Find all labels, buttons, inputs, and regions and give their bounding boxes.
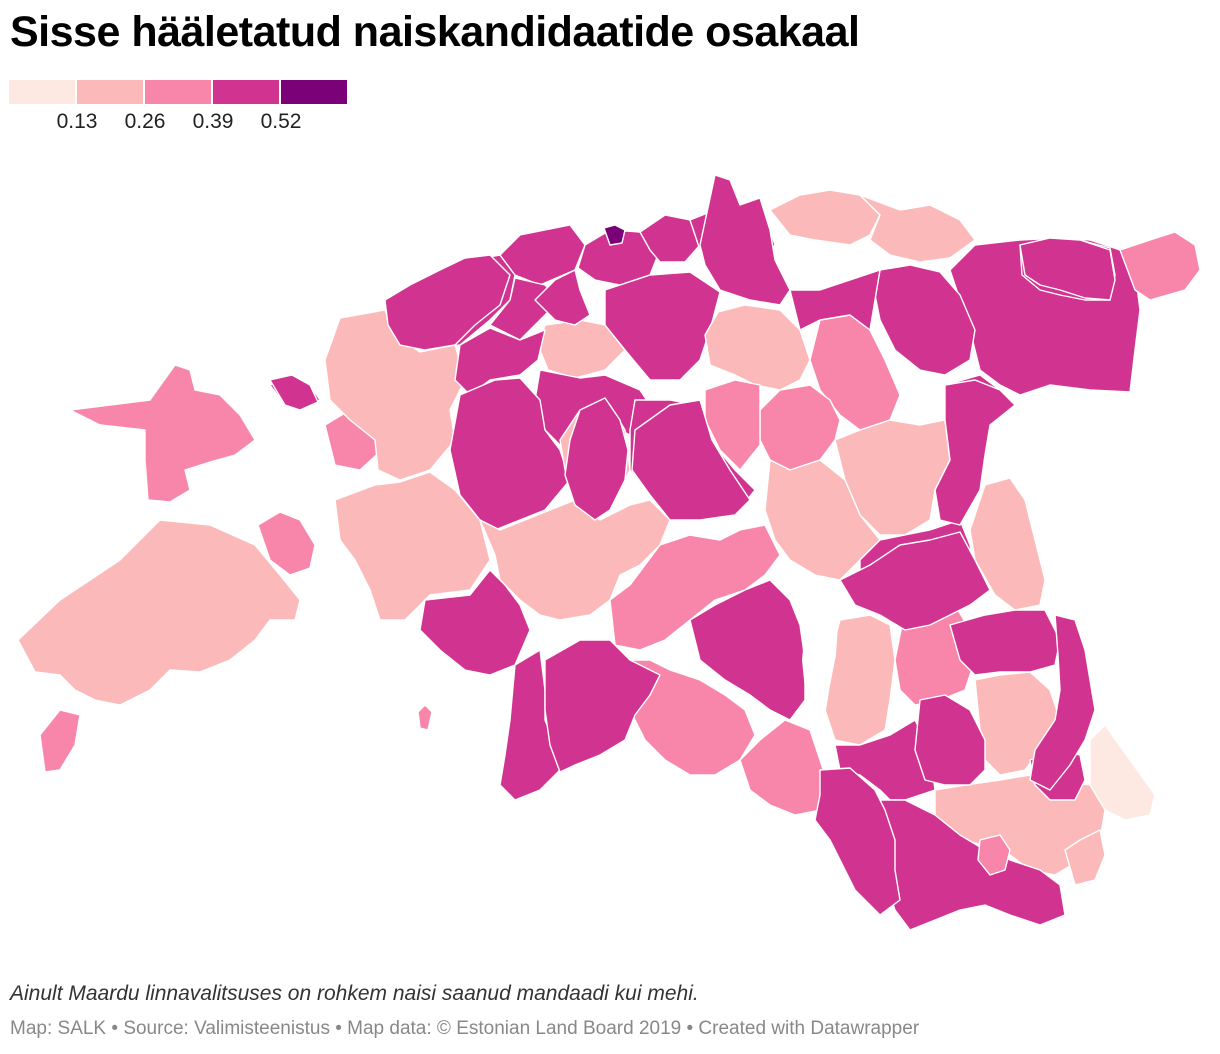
map-note: Ainult Maardu linnavalitsuses on rohkem …: [10, 982, 699, 1005]
lake-vortsjarv: [802, 618, 838, 712]
region-dark-4[interactable]: [564, 397, 629, 521]
region-dark-10[interactable]: [544, 639, 661, 773]
region-ruhnu[interactable]: [39, 709, 81, 773]
legend-bin: [281, 80, 347, 104]
region-dark-8[interactable]: [839, 531, 991, 631]
region-viimsi[interactable]: [639, 214, 701, 263]
region-dark-5[interactable]: [631, 399, 751, 521]
region-dark-11[interactable]: [814, 767, 901, 916]
region-hadeste[interactable]: [499, 649, 561, 801]
region-ida-viru-west[interactable]: [759, 384, 841, 471]
map-title: Sisse hääletatud naiskandidaatide osakaa…: [10, 8, 860, 56]
region-dark-7[interactable]: [934, 379, 1016, 526]
legend-tick: 0.26: [124, 110, 166, 133]
region-lihula[interactable]: [334, 471, 491, 621]
region-karksi[interactable]: [454, 327, 546, 396]
region-harju-south[interactable]: [537, 319, 626, 379]
region-tartu-city[interactable]: [704, 379, 761, 471]
legend-bin: [213, 80, 279, 104]
region-haljala[interactable]: [859, 194, 976, 263]
region-hiiumaa[interactable]: [69, 364, 256, 503]
legend-tick: 0.39: [192, 110, 234, 133]
region-rakvere-area[interactable]: [789, 269, 881, 331]
region-saaremaa[interactable]: [17, 519, 301, 706]
region-kanepi[interactable]: [879, 799, 1066, 931]
region-dark-3[interactable]: [534, 269, 591, 326]
region-kihnu[interactable]: [417, 704, 433, 731]
legend-bin: [9, 80, 75, 104]
region-dark-9[interactable]: [949, 609, 1061, 676]
region-tori[interactable]: [609, 524, 781, 651]
region-mustvee[interactable]: [969, 477, 1046, 611]
region-antsla[interactable]: [977, 834, 1011, 876]
region-narva[interactable]: [1119, 231, 1201, 301]
region-parnu-city[interactable]: [419, 569, 531, 676]
region-dark-2[interactable]: [269, 374, 319, 411]
legend-tick: 0.13: [56, 110, 98, 133]
region-paide-central[interactable]: [449, 377, 571, 531]
region-rapina[interactable]: [1064, 829, 1106, 886]
region-kuusalu[interactable]: [699, 174, 791, 306]
region-dark-12[interactable]: [914, 694, 986, 786]
region-dark-13[interactable]: [1029, 614, 1096, 791]
region-maardu[interactable]: [603, 224, 626, 246]
legend-bin: [145, 80, 211, 104]
legend-bin: [77, 80, 143, 104]
region-dark-6[interactable]: [1019, 237, 1116, 301]
region-kunda[interactable]: [704, 304, 811, 391]
region-lahemaa[interactable]: [769, 189, 881, 246]
map-footer: Map: SALK • Source: Valimisteenistus • M…: [10, 1018, 920, 1039]
region-alutaguse[interactable]: [874, 264, 976, 376]
region-muhu[interactable]: [257, 511, 316, 576]
estonia-map: [17, 174, 1201, 931]
color-legend: 0.13 0.26 0.39 0.52: [9, 80, 369, 140]
municipality-regions: [17, 174, 1201, 931]
region-parnumaa-west[interactable]: [479, 499, 671, 621]
region-dark-1[interactable]: [384, 254, 511, 351]
region-paide-area[interactable]: [604, 271, 721, 381]
legend-tick: 0.52: [260, 110, 302, 133]
